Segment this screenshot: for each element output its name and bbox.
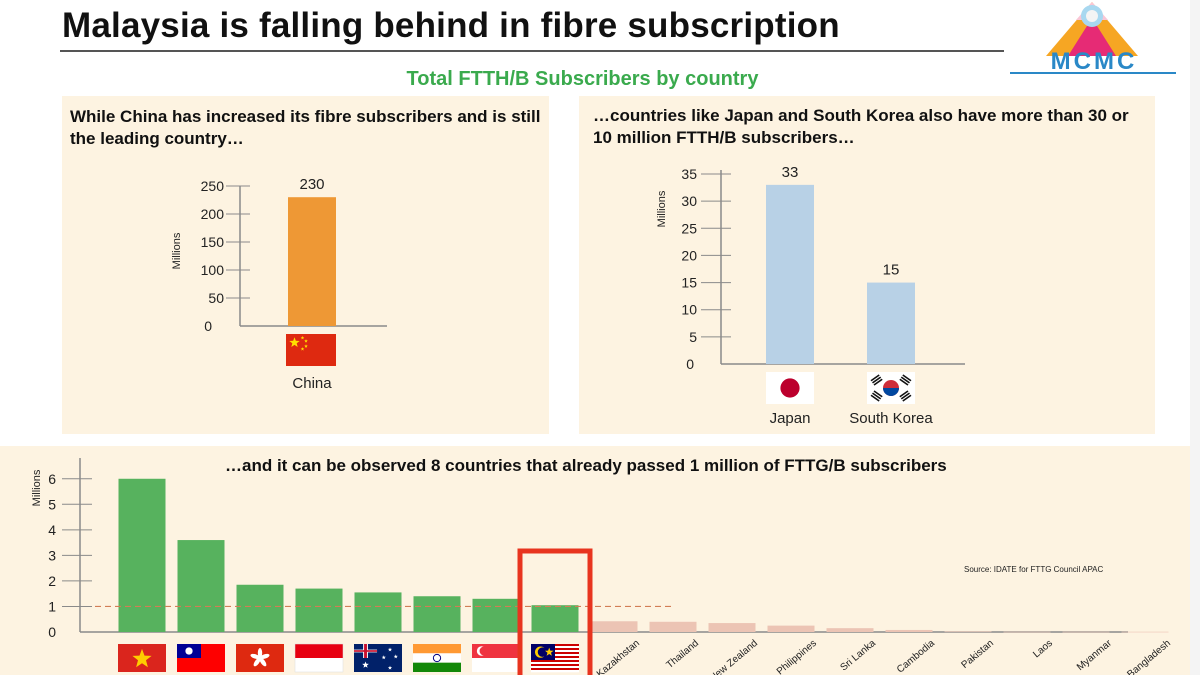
apac-y-tick-5: 5 [48, 496, 56, 512]
china-chart: 0 50 100 150 200 250 Millions 230 China [171, 176, 387, 392]
malaysia-flag [531, 644, 579, 673]
value-label-japan: 33 [782, 164, 799, 181]
page-title: Malaysia is falling behind in fibre subs… [62, 6, 840, 45]
malaysia-highlight-box [517, 548, 593, 675]
jk-y-tick-5: 5 [689, 329, 697, 345]
bar-pakistan [944, 631, 992, 633]
bar-japan [766, 184, 814, 364]
asia-pacific-chart: 0 1 2 3 4 5 6 Millions Kazakhstan Thailand New Zea… [31, 458, 1173, 675]
category-label-cambodia: Cambodia [895, 638, 937, 675]
bar-china [288, 197, 336, 326]
china-y-axis-label: Millions [171, 232, 183, 269]
bar-indonesia [295, 588, 343, 632]
bar-sri-lanka [826, 628, 874, 632]
indonesia-flag [294, 643, 344, 673]
japan-korea-panel: …countries like Japan and South Korea al… [579, 96, 1155, 434]
india-flag [413, 644, 461, 672]
jk-y-tick-25: 25 [681, 220, 697, 236]
bar-malaysia [531, 605, 579, 632]
china-panel: While China has increased its fibre subs… [62, 96, 549, 434]
bar-laos [1003, 631, 1051, 633]
china-y-tick-0: 0 [204, 318, 212, 334]
bar-vietnam [118, 478, 166, 632]
category-label-philippines: Philippines [775, 638, 819, 675]
china-y-tick-150: 150 [201, 234, 225, 250]
apac-y-tick-1: 1 [48, 598, 56, 614]
apac-y-tick-3: 3 [48, 547, 56, 563]
bar-south-korea [867, 282, 915, 364]
logo-text: MCMC [1051, 48, 1138, 75]
asia-pacific-heading: …and it can be observed 8 countries that… [225, 456, 947, 475]
jk-y-tick-10: 10 [681, 302, 697, 318]
value-label-china: 230 [299, 176, 324, 193]
category-label-bangladesh: Bangladesh [1125, 638, 1173, 675]
japan-korea-chart: 0 5 10 15 20 25 30 35 Millions 33 Japan 15 South Kor… [656, 164, 965, 427]
value-label-south-korea: 15 [883, 262, 900, 279]
china-y-tick-50: 50 [208, 290, 224, 306]
category-label-china: China [292, 375, 332, 392]
category-label-south-korea: South Korea [849, 410, 933, 427]
bar-singapore [472, 598, 520, 632]
taiwan-flag [177, 644, 225, 672]
china-y-tick-200: 200 [201, 206, 225, 222]
category-label-laos: Laos [1031, 638, 1055, 660]
apac-y-tick-0: 0 [48, 624, 56, 640]
title-rule [60, 50, 1004, 52]
singapore-flag [472, 644, 520, 672]
jk-y-tick-15: 15 [681, 275, 697, 291]
japan-korea-panel-heading: …countries like Japan and South Korea al… [593, 106, 1129, 147]
vietnam-flag [118, 644, 166, 672]
bar-cambodia [885, 629, 933, 632]
bar-australia [354, 592, 402, 632]
category-label-sri-lanka: Sri Lanka [838, 638, 878, 674]
bar-bangladesh [1121, 631, 1169, 633]
japan-flag [766, 372, 814, 404]
category-label-new-zealand: New Zealand [708, 638, 760, 675]
category-label-thailand: Thailand [664, 638, 700, 671]
jk-y-tick-20: 20 [681, 247, 697, 263]
category-label-myanmar: Myanmar [1075, 637, 1115, 673]
jk-y-tick-30: 30 [681, 193, 697, 209]
category-label-japan: Japan [770, 410, 811, 427]
apac-y-tick-6: 6 [48, 471, 56, 487]
jk-y-axis-label: Millions [656, 190, 668, 227]
mcmc-logo: MCMC [1010, 2, 1176, 75]
china-y-tick-250: 250 [201, 178, 225, 194]
china-flag [286, 334, 336, 366]
apac-y-axis-label: Millions [31, 469, 43, 506]
bar-new-zealand [708, 623, 756, 632]
source-note: Source: IDATE for FTTG Council APAC [964, 565, 1104, 574]
china-panel-heading: While China has increased its fibre subs… [70, 107, 541, 148]
category-label-kazakhstan: Kazakhstan [595, 638, 642, 675]
australia-flag [354, 644, 402, 672]
category-label-pakistan: Pakistan [959, 638, 995, 671]
bar-taiwan [177, 540, 225, 632]
bar-myanmar [1062, 631, 1110, 633]
hong-kong-flag [236, 644, 284, 672]
china-y-tick-100: 100 [201, 262, 225, 278]
jk-y-tick-35: 35 [681, 166, 697, 182]
jk-y-tick-0: 0 [686, 356, 694, 372]
bar-hong-kong [236, 584, 284, 632]
bar-kazakhstan [590, 621, 638, 632]
bar-india [413, 596, 461, 632]
apac-y-tick-2: 2 [48, 573, 56, 589]
bar-philippines [767, 625, 815, 632]
bar-thailand [649, 621, 697, 632]
apac-y-tick-4: 4 [48, 522, 56, 538]
south-korea-flag [867, 372, 915, 404]
chart-subtitle: Total FTTH/B Subscribers by country [406, 68, 759, 90]
